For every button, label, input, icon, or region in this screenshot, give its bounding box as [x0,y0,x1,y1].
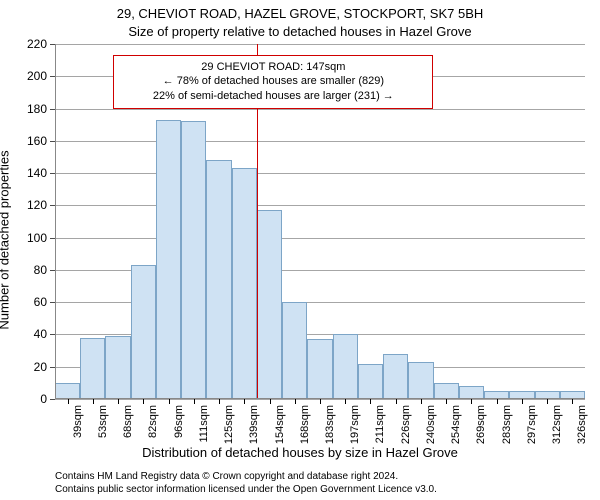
histogram-bar [257,210,282,399]
y-axis-line [55,44,56,399]
histogram-bar [307,339,332,399]
x-tick-label: 68sqm [122,405,134,438]
x-tick [547,399,548,404]
histogram-bar [80,338,105,399]
y-tick-label: 120 [27,198,47,212]
property-size-chart: 29, CHEVIOT ROAD, HAZEL GROVE, STOCKPORT… [0,0,600,500]
x-tick [219,399,220,404]
x-axis-line [55,398,585,399]
x-tick-label: 254sqm [450,405,462,444]
gridline [55,238,585,239]
x-tick [194,399,195,404]
histogram-bar [434,383,459,399]
x-tick [345,399,346,404]
x-tick [396,399,397,404]
x-tick [295,399,296,404]
x-tick [471,399,472,404]
histogram-bar [232,168,257,399]
y-tick-label: 220 [27,37,47,51]
x-tick-label: 240sqm [425,405,437,444]
y-tick-label: 160 [27,134,47,148]
histogram-bar [206,160,231,399]
y-tick-label: 200 [27,69,47,83]
x-tick-label: 125sqm [223,405,235,444]
y-tick-label: 20 [34,360,47,374]
annotation-line: ← 78% of detached houses are smaller (82… [122,74,424,89]
y-tick-label: 140 [27,166,47,180]
x-tick-label: 39sqm [72,405,84,438]
gridline [55,205,585,206]
histogram-bar [358,364,383,400]
x-tick-label: 297sqm [526,405,538,444]
attribution-text: Contains HM Land Registry data © Crown c… [55,470,590,496]
x-tick-label: 139sqm [248,405,260,444]
y-tick-label: 60 [34,295,47,309]
x-axis-label: Distribution of detached houses by size … [0,445,600,460]
x-tick-label: 312sqm [551,405,563,444]
x-tick [244,399,245,404]
gridline [55,141,585,142]
chart-subtitle: Size of property relative to detached ho… [0,24,600,39]
x-tick [169,399,170,404]
x-tick-label: 226sqm [400,405,412,444]
x-tick [446,399,447,404]
x-tick [421,399,422,404]
plot-area: 02040608010012014016018020022039sqm53sqm… [55,44,585,399]
x-tick [93,399,94,404]
x-tick [497,399,498,404]
x-tick [370,399,371,404]
annotation-line: 22% of semi-detached houses are larger (… [122,89,424,104]
x-tick-label: 168sqm [299,405,311,444]
x-tick-label: 326sqm [576,405,588,444]
y-tick-label: 40 [34,327,47,341]
annotation-line: 29 CHEVIOT ROAD: 147sqm [122,60,424,75]
histogram-bar [282,302,307,399]
histogram-bar [408,362,433,399]
x-tick [143,399,144,404]
x-tick [522,399,523,404]
x-tick [572,399,573,404]
x-tick-label: 111sqm [198,405,210,443]
chart-title-address: 29, CHEVIOT ROAD, HAZEL GROVE, STOCKPORT… [0,6,600,21]
y-tick-label: 80 [34,263,47,277]
y-tick-label: 100 [27,231,47,245]
x-tick-label: 197sqm [349,405,361,444]
y-tick-label: 180 [27,102,47,116]
gridline [55,173,585,174]
x-tick-label: 53sqm [97,405,109,438]
x-tick-label: 82sqm [147,405,159,438]
gridline [55,44,585,45]
annotation-box: 29 CHEVIOT ROAD: 147sqm← 78% of detached… [113,55,433,110]
x-tick-label: 283sqm [501,405,513,444]
histogram-bar [105,336,130,399]
x-tick-label: 183sqm [324,405,336,444]
histogram-bar [181,121,206,399]
x-tick [320,399,321,404]
histogram-bar [156,120,181,399]
x-tick [270,399,271,404]
x-tick [118,399,119,404]
histogram-bar [55,383,80,399]
histogram-bar [333,334,358,399]
y-tick-label: 0 [40,392,47,406]
x-tick-label: 154sqm [274,405,286,444]
histogram-bar [131,265,156,399]
histogram-bar [383,354,408,399]
x-tick-label: 96sqm [173,405,185,438]
x-tick [68,399,69,404]
y-axis-label: Number of detached properties [0,61,12,240]
x-tick-label: 269sqm [475,405,487,444]
x-tick-label: 211sqm [374,405,386,443]
